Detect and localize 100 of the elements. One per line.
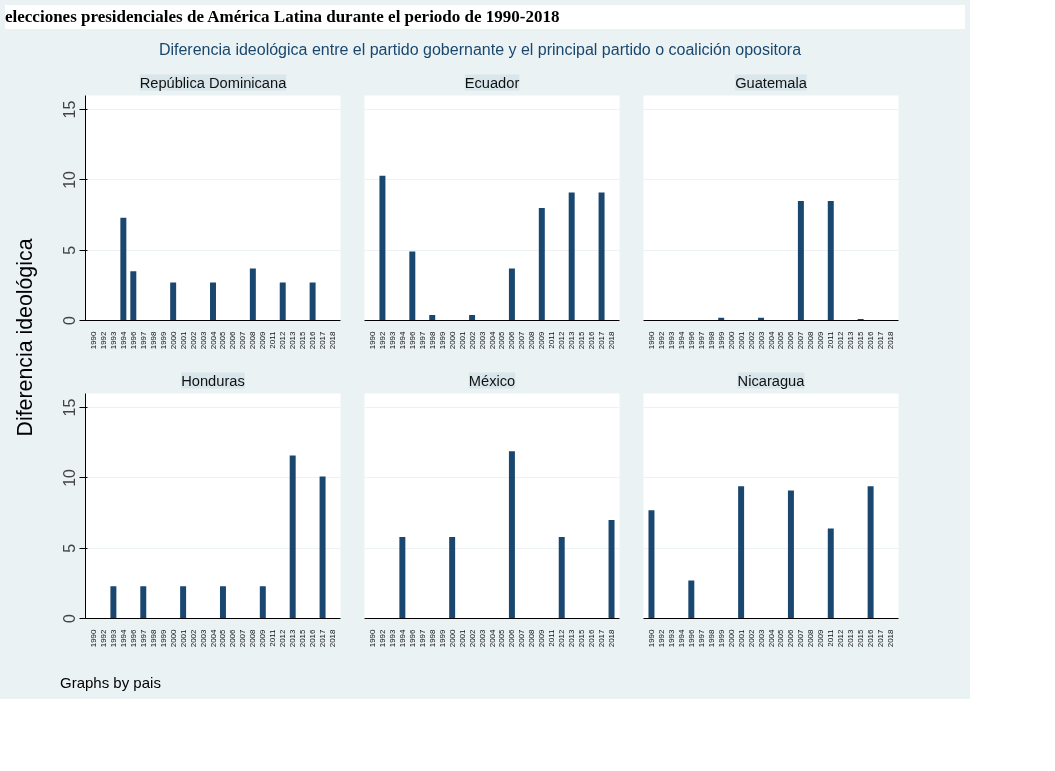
x-tick-label: 2017 xyxy=(876,331,886,350)
x-tick-label: 2000 xyxy=(726,331,736,350)
x-tick-label: 2015 xyxy=(577,629,587,648)
y-tick-label: 5 xyxy=(60,245,78,255)
x-tick-label: 1992 xyxy=(656,331,666,350)
text: elecciones presidenciales de América Latina durante el periodo de 1990-2018 xyxy=(5,6,560,28)
chart-title: Honduras xyxy=(181,372,245,389)
x-tick-label: 2011 xyxy=(547,331,557,349)
y-axis-title: Diferencia ideológica xyxy=(12,238,37,437)
x-tick-label: 1994 xyxy=(397,331,407,350)
x-tick-label: 2012 xyxy=(557,331,567,350)
x-tick-label: 2018 xyxy=(886,629,896,648)
x-tick-label: 2008 xyxy=(527,331,537,350)
x-tick-label: 1998 xyxy=(706,629,716,648)
chart-title: República Dominicana xyxy=(139,74,288,91)
x-tick-label: 2003 xyxy=(198,331,208,350)
x-tick-label: 2000 xyxy=(447,629,457,648)
x-tick-label: 2016 xyxy=(866,629,876,648)
x-tick-label: 2000 xyxy=(168,629,178,648)
x-tick-label: 2018 xyxy=(328,331,338,350)
x-tick-label: 2006 xyxy=(507,331,517,350)
x-tick-label: 1993 xyxy=(666,629,676,648)
x-tick-label: 2002 xyxy=(188,331,198,350)
x-tick-label: 2006 xyxy=(507,629,517,648)
x-tick-label: 2011 xyxy=(826,331,836,349)
x-tick-label: 2001 xyxy=(736,331,746,350)
x-tick-label: 2016 xyxy=(866,331,876,350)
x-tick-label: 2013 xyxy=(567,629,577,648)
x-tick-label: 1999 xyxy=(716,629,726,648)
x-tick-label: 2009 xyxy=(258,629,268,648)
x-tick-label: 2001 xyxy=(178,629,188,648)
x-tick-label: 2004 xyxy=(208,629,218,648)
x-tick-label: 1993 xyxy=(387,629,397,648)
x-tick-label: 2003 xyxy=(756,331,766,350)
x-tick-label: 2005 xyxy=(497,331,507,350)
x-tick-label: 2000 xyxy=(726,629,736,648)
x-tick-label: 2004 xyxy=(208,331,218,350)
x-tick-label: 2015 xyxy=(856,331,866,350)
chart-title: Ecuador xyxy=(464,74,520,91)
x-tick-label: 2013 xyxy=(288,629,298,648)
text: Diferencia ideológica entre el partido gobernante y el principal partido o coalición opositora xyxy=(158,40,802,61)
x-tick-label: 1992 xyxy=(377,331,387,350)
x-tick-label: 2002 xyxy=(188,629,198,648)
y-tick-label: 5 xyxy=(60,543,78,553)
x-tick-label: 1992 xyxy=(98,331,108,350)
x-tick-label: 2002 xyxy=(746,629,756,648)
x-tick-label: 2009 xyxy=(816,331,826,350)
x-tick-label: 2008 xyxy=(527,629,537,648)
x-tick-label: 1993 xyxy=(108,331,118,350)
x-tick-label: 2006 xyxy=(228,331,238,350)
x-tick-label: 2006 xyxy=(228,629,238,648)
x-tick-label: 2005 xyxy=(218,331,228,350)
x-tick-label: 2005 xyxy=(776,629,786,648)
x-tick-label: 1998 xyxy=(427,629,437,648)
x-tick-label: 1996 xyxy=(407,629,417,648)
x-tick-label: 2018 xyxy=(607,629,617,648)
x-tick-label: 2017 xyxy=(876,629,886,648)
x-tick-label: 1997 xyxy=(696,331,706,350)
x-tick-label: 1993 xyxy=(666,331,676,350)
x-tick-label: 2017 xyxy=(318,331,328,350)
x-tick-label: 1994 xyxy=(118,629,128,648)
x-tick-label: 2005 xyxy=(497,629,507,648)
x-tick-label: 1996 xyxy=(128,331,138,350)
x-tick-label: 1998 xyxy=(427,331,437,350)
x-tick-label: 2017 xyxy=(318,629,328,648)
x-tick-label: 2008 xyxy=(806,629,816,648)
y-tick-label: 10 xyxy=(60,469,78,487)
x-tick-label: 1996 xyxy=(407,331,417,350)
x-tick-label: 2011 xyxy=(268,331,278,349)
x-tick-label: 2009 xyxy=(537,331,547,350)
x-tick-label: 2011 xyxy=(826,629,836,647)
x-tick-label: 1993 xyxy=(387,331,397,350)
x-tick-label: 1999 xyxy=(437,629,447,648)
x-tick-label: 2013 xyxy=(846,629,856,648)
y-tick-label: 0 xyxy=(60,316,78,326)
x-tick-label: 2016 xyxy=(587,629,597,648)
x-tick-label: 1998 xyxy=(148,331,158,350)
x-tick-label: 1990 xyxy=(646,331,656,350)
x-tick-label: 2001 xyxy=(736,629,746,648)
chart-title: Guatemala xyxy=(735,74,808,91)
x-tick-label: 1999 xyxy=(716,331,726,350)
x-tick-label: 2013 xyxy=(846,331,856,350)
x-tick-label: 2011 xyxy=(547,629,557,647)
x-tick-label: 2015 xyxy=(856,629,866,648)
x-tick-label: 2007 xyxy=(796,629,806,648)
x-tick-label: 1996 xyxy=(686,331,696,350)
x-tick-label: 2007 xyxy=(238,629,248,648)
x-tick-label: 1990 xyxy=(367,331,377,350)
x-tick-label: 2004 xyxy=(766,629,776,648)
x-tick-label: 2017 xyxy=(597,331,607,350)
x-tick-label: 2001 xyxy=(178,331,188,350)
x-tick-label: 1996 xyxy=(686,629,696,648)
y-tick-label: 15 xyxy=(60,398,78,417)
x-tick-label: 2003 xyxy=(477,629,487,648)
y-tick-label: 0 xyxy=(60,614,78,624)
y-tick-label: 15 xyxy=(60,100,78,119)
chart-title: México xyxy=(468,372,516,389)
x-tick-label: 2008 xyxy=(248,331,258,350)
x-tick-label: 1997 xyxy=(138,629,148,648)
x-tick-label: 1994 xyxy=(118,331,128,350)
